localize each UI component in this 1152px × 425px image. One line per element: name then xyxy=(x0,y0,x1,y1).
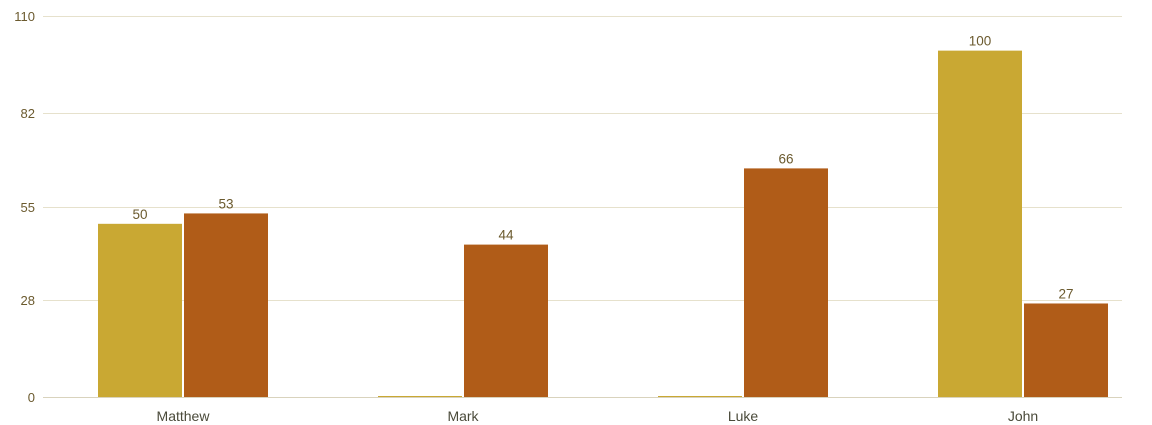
x-tick-label-luke: Luke xyxy=(728,408,759,424)
bar-luke-series-2 xyxy=(744,168,828,397)
y-tick-label-0: 0 xyxy=(28,390,35,405)
data-label-mark-series-2: 44 xyxy=(498,228,514,243)
bar-mark-series-1 xyxy=(378,396,462,397)
label-layer: 0 28 55 82 110 50 53 Matthew 44 Mark 66 Luke 100 27 Jo… xyxy=(14,9,1073,424)
bar-luke-series-1 xyxy=(658,396,742,397)
y-tick-label-55: 55 xyxy=(21,200,35,215)
bar-john-series-2 xyxy=(1024,303,1108,397)
data-label-matthew-series-1: 50 xyxy=(132,207,147,222)
x-tick-label-john: John xyxy=(1008,408,1038,424)
y-tick-label-110: 110 xyxy=(14,9,35,24)
x-tick-label-mark: Mark xyxy=(447,408,479,424)
data-label-john-series-2: 27 xyxy=(1058,286,1073,301)
bar-matthew-series-2 xyxy=(184,213,268,397)
data-label-matthew-series-2: 53 xyxy=(218,196,233,211)
x-tick-label-matthew: Matthew xyxy=(157,408,211,424)
data-label-luke-series-2: 66 xyxy=(778,151,793,166)
bar-mark-series-2 xyxy=(464,244,548,397)
data-label-john-series-1: 100 xyxy=(969,34,992,49)
bar-layer xyxy=(98,50,1108,398)
y-tick-label-28: 28 xyxy=(21,293,35,308)
bar-matthew-series-1 xyxy=(98,223,182,397)
bar-john-series-1 xyxy=(938,50,1022,398)
y-tick-label-82: 82 xyxy=(21,106,35,121)
